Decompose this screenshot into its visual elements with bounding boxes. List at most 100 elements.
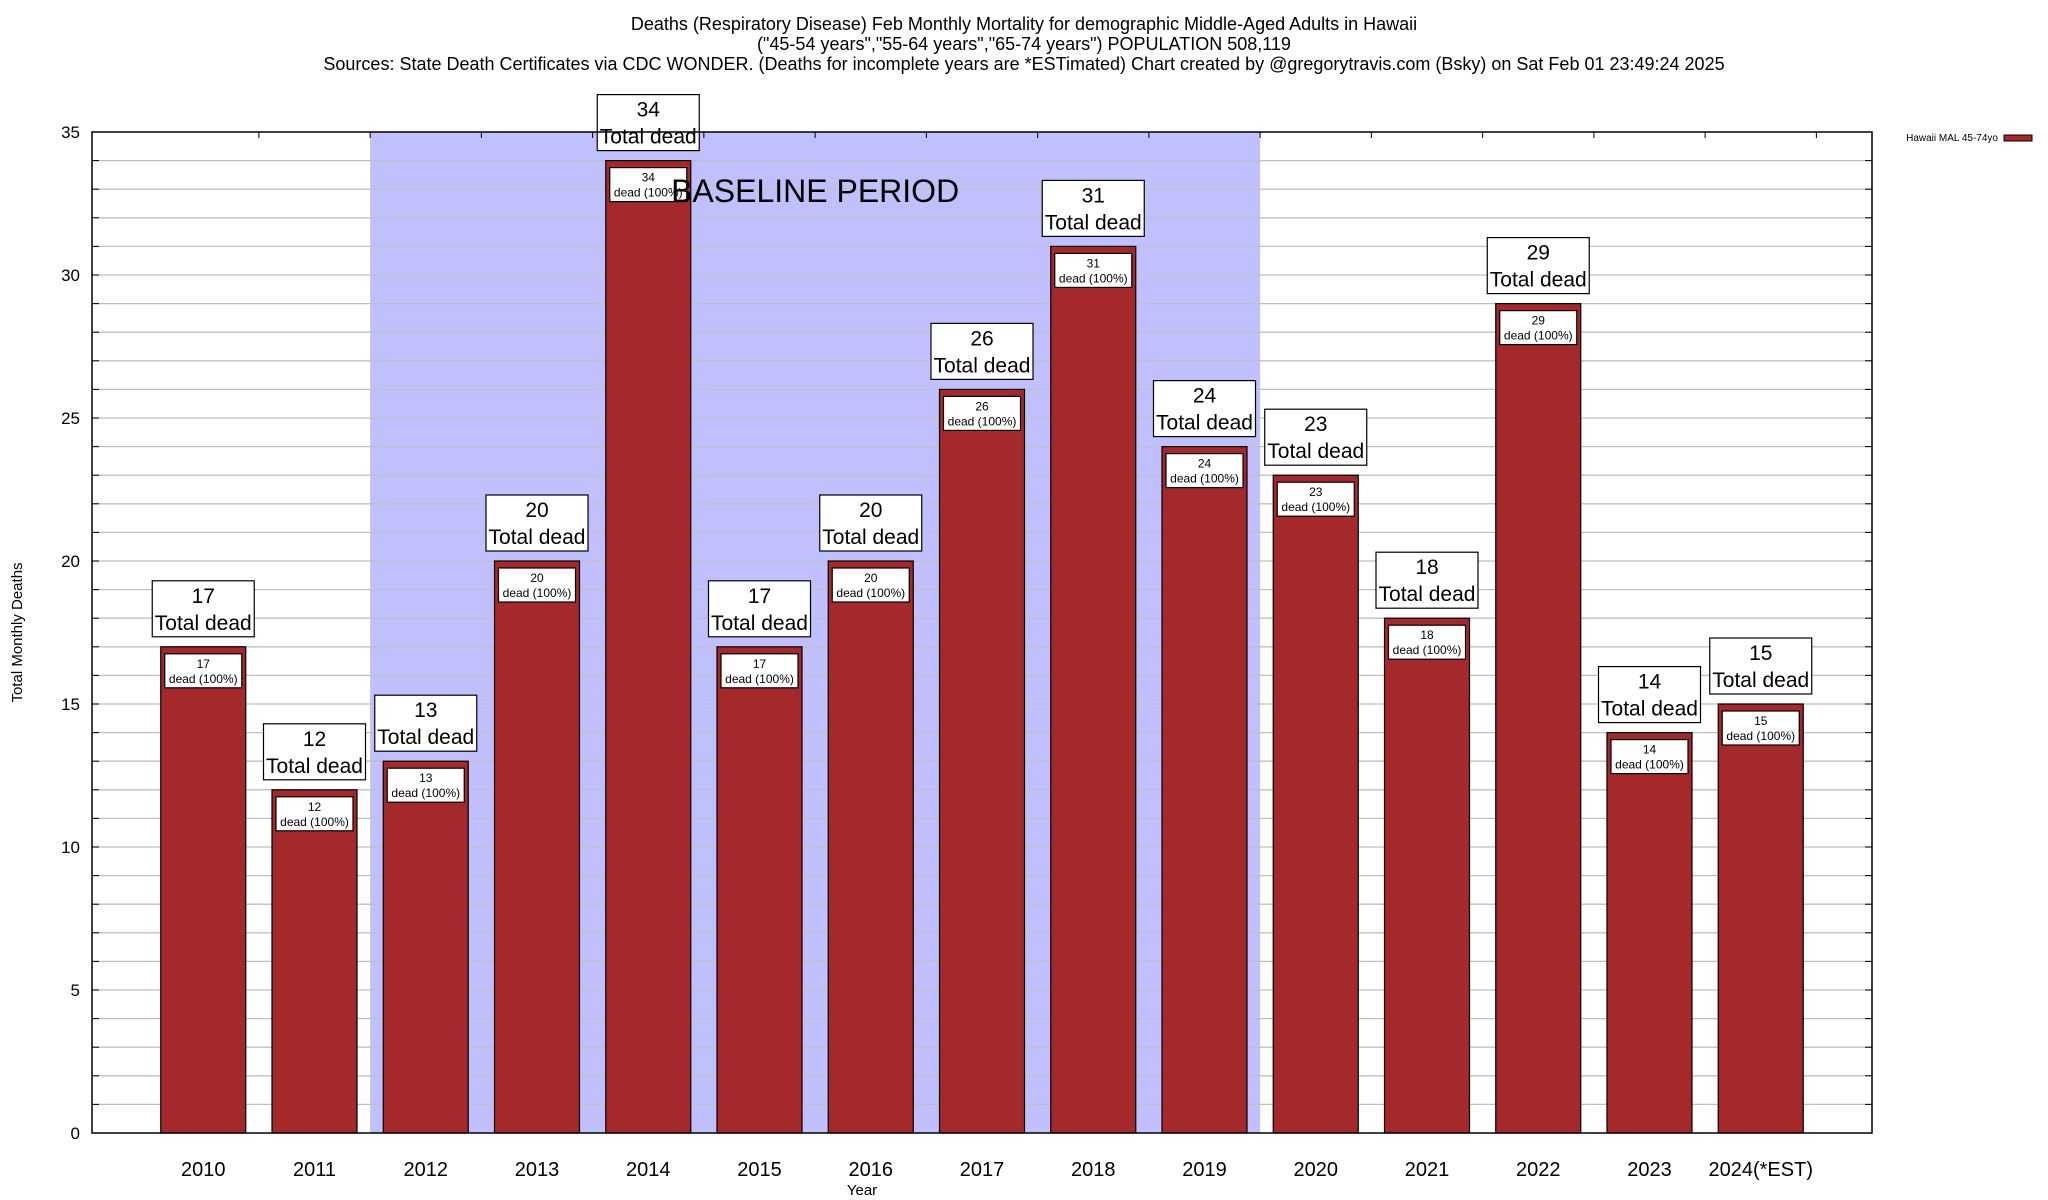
bar-total-label: Total dead — [1601, 698, 1698, 721]
bar-total-value: 17 — [748, 585, 771, 608]
bar — [382, 760, 469, 1134]
chart-title-line: Sources: State Death Certificates via CD… — [323, 54, 1724, 74]
bar-total-label: Total dead — [822, 526, 919, 549]
x-tick-label: 2012 — [404, 1159, 449, 1181]
bar-inner-value: 29 — [1532, 314, 1546, 328]
bar-total-label: Total dead — [266, 755, 363, 778]
bar — [1272, 474, 1359, 1134]
bar-inner-label: dead (100%) — [1059, 271, 1128, 285]
bar-inner-label-box — [497, 567, 577, 603]
y-tick-label: 5 — [71, 981, 80, 1000]
bar-total-value: 20 — [859, 499, 882, 522]
bar — [1717, 703, 1804, 1134]
bar-inner-label-box — [386, 767, 465, 803]
bar-total-label: Total dead — [934, 354, 1031, 377]
bar-inner-label-box — [720, 653, 799, 689]
bar-total-value: 20 — [525, 499, 548, 522]
bar-total-value: 26 — [970, 327, 993, 350]
bar-total-value: 18 — [1415, 556, 1438, 579]
bar-inner-label: dead (100%) — [1504, 329, 1573, 343]
bar-total-value: 15 — [1749, 642, 1772, 665]
x-tick-label: 2013 — [515, 1159, 560, 1181]
bar-inner-value: 20 — [530, 571, 544, 585]
bar-inner-label-box — [1721, 710, 1800, 746]
x-tick-label: 2021 — [1405, 1159, 1450, 1181]
bar-total-value: 12 — [303, 728, 326, 751]
bar-total-label-box — [1375, 551, 1479, 609]
bar — [1606, 731, 1693, 1134]
y-tick-label: 10 — [61, 838, 80, 857]
bar-inner-label-box — [609, 167, 688, 203]
chart-title-line: Deaths (Respiratory Disease) Feb Monthly… — [631, 14, 1417, 34]
y-tick-label: 15 — [61, 695, 80, 714]
bar-total-label-box — [596, 93, 700, 152]
x-tick-label: 2022 — [1516, 1159, 1561, 1181]
bar — [1161, 446, 1248, 1134]
bar-total-label: Total dead — [489, 526, 586, 549]
bar-inner-label: dead (100%) — [1281, 500, 1350, 514]
bar-inner-label-box — [164, 653, 243, 689]
bar-total-label: Total dead — [711, 612, 808, 635]
bar-inner-label: dead (100%) — [391, 786, 460, 800]
bar-total-label: Total dead — [1267, 440, 1364, 463]
bar-inner-label-box — [1387, 624, 1467, 660]
bar-inner-value: 23 — [1309, 485, 1323, 499]
bar-total-value: 14 — [1638, 671, 1662, 694]
bar — [716, 646, 803, 1134]
bar-total-label: Total dead — [1045, 211, 1142, 234]
x-tick-label: 2017 — [960, 1159, 1005, 1181]
bar — [271, 789, 358, 1134]
bar-inner-label-box — [1276, 481, 1355, 517]
bar-total-label-box — [151, 580, 255, 638]
bar-inner-label-box — [275, 796, 354, 832]
bar-total-value: 31 — [1082, 184, 1105, 207]
bar-inner-label-box — [1054, 252, 1133, 288]
x-tick-label: 2015 — [737, 1159, 782, 1181]
x-axis-label: Year — [847, 1182, 877, 1199]
bar-inner-label: dead (100%) — [1393, 643, 1462, 657]
x-tick-label: 2020 — [1294, 1159, 1339, 1181]
bar-total-label-box — [1041, 179, 1145, 237]
bar-inner-value: 20 — [864, 571, 878, 585]
baseline-period-label: BASELINE PERIOD — [671, 173, 959, 209]
bar-inner-label: dead (100%) — [948, 414, 1017, 428]
bar — [493, 560, 581, 1134]
bar-total-label-box — [262, 723, 367, 781]
x-tick-label: 2024(*EST) — [1709, 1159, 1814, 1181]
bar-total-label: Total dead — [1156, 412, 1253, 435]
bar-inner-label-box — [831, 567, 910, 603]
bar-inner-label: dead (100%) — [280, 815, 349, 829]
legend-label: Hawaii MAL 45-74yo — [1906, 133, 1998, 144]
x-tick-label: 2010 — [181, 1159, 226, 1181]
y-tick-label: 30 — [61, 266, 80, 285]
bar — [1495, 303, 1582, 1134]
bar-inner-value: 26 — [975, 399, 989, 413]
y-tick-label: 0 — [71, 1124, 80, 1143]
bar-total-value: 13 — [414, 699, 437, 722]
bar-total-label: Total dead — [1379, 583, 1476, 606]
bar-inner-value: 17 — [753, 657, 767, 671]
bar — [1050, 245, 1137, 1134]
y-tick-label: 20 — [61, 552, 80, 571]
bar-total-label-box — [1264, 408, 1368, 466]
bar-total-label-box — [1152, 380, 1257, 438]
bar-total-label-box — [930, 322, 1034, 380]
legend-swatch — [2003, 134, 2033, 142]
x-tick-label: 2014 — [626, 1159, 671, 1181]
bar-inner-value: 24 — [1198, 457, 1212, 471]
x-tick-label: 2019 — [1182, 1159, 1227, 1181]
x-tick-label: 2011 — [293, 1159, 336, 1181]
bar-total-label-box — [374, 694, 478, 752]
bar-inner-label: dead (100%) — [836, 586, 905, 600]
y-tick-label: 35 — [61, 123, 80, 142]
x-tick-label: 2018 — [1071, 1159, 1116, 1181]
x-tick-label: 2023 — [1627, 1159, 1672, 1181]
bar-inner-label-box — [1610, 738, 1689, 775]
bar — [605, 160, 692, 1134]
bar-inner-label: dead (100%) — [1726, 729, 1795, 743]
bar — [827, 560, 914, 1134]
bar-total-value: 29 — [1527, 242, 1550, 265]
bar-total-label: Total dead — [600, 126, 697, 149]
bar-inner-value: 13 — [419, 771, 433, 785]
bar-inner-label: dead (100%) — [169, 672, 238, 686]
